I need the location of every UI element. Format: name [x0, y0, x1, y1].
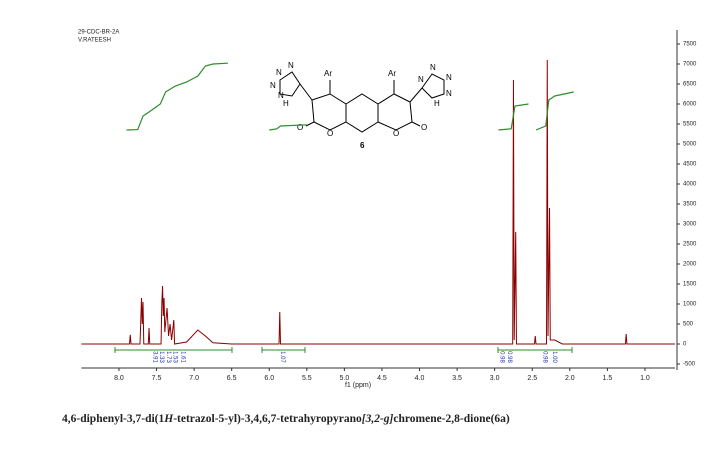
- atom-label: Ar: [324, 69, 332, 78]
- y-tick-label: 500: [683, 322, 694, 328]
- integral-label: 1.73: [165, 351, 171, 363]
- header-line: V.RATEESH: [78, 38, 111, 44]
- integral-label: 0.98: [506, 351, 512, 363]
- x-tick-label: 7.5: [152, 375, 162, 382]
- atom-label: N: [270, 81, 276, 90]
- y-tick-label: 2000: [683, 262, 697, 268]
- header-line: 29-CDC-BR-2A: [78, 30, 119, 36]
- y-tick-label: 6000: [683, 102, 697, 108]
- atom-label: N: [446, 89, 452, 98]
- atom-label: N: [288, 61, 294, 70]
- series-line: [269, 124, 307, 131]
- integral-label: 1.53: [172, 351, 178, 363]
- x-tick-label: 7.0: [189, 375, 199, 382]
- integration-brackets: [114, 347, 573, 353]
- y-tick-label: 3000: [683, 222, 697, 228]
- y-tick-label: -500: [683, 362, 696, 368]
- atom-label: O: [297, 123, 303, 132]
- y-tick-label: 1500: [683, 282, 697, 288]
- atom-label: N: [276, 68, 282, 77]
- y-tick-label: 4500: [683, 162, 697, 168]
- x-tick-label: 1.0: [640, 375, 650, 382]
- x-tick-label: 5.5: [302, 375, 312, 382]
- x-tick-label: 6.5: [227, 375, 237, 382]
- y-tick-label: 5500: [683, 122, 697, 128]
- atom-label: O: [421, 123, 427, 132]
- caption-part: [3,2-g]: [362, 413, 394, 425]
- x-tick-label: 3.0: [490, 375, 500, 382]
- atom-label: H: [283, 99, 289, 108]
- integral-label: 0.98: [499, 351, 505, 363]
- x-tick-label: 3.5: [452, 375, 462, 382]
- integral-label: 1.07: [279, 351, 285, 363]
- integral-label: 0.98: [541, 351, 547, 363]
- y-tick-label: 2500: [683, 242, 697, 248]
- y-tick-label: 7500: [683, 42, 697, 48]
- caption-part: -tetrazol-5-yl)-3,4,6,7-tetrahyropyrano: [173, 413, 362, 425]
- x-tick-label: 4.5: [377, 375, 387, 382]
- atom-label: O: [393, 129, 399, 138]
- atom-label: N: [418, 75, 424, 84]
- x-tick-label: 1.5: [603, 375, 613, 382]
- integral-label: 1.00: [551, 351, 557, 363]
- atom-label: H: [434, 99, 440, 108]
- y-tick-label: 7000: [683, 62, 697, 68]
- caption-part: H: [163, 413, 174, 425]
- x-axis-label: f1 (ppm): [345, 382, 371, 389]
- caption-part: chromene-2,8-dione(6a): [393, 413, 510, 425]
- y-tick-label: 0: [683, 342, 687, 348]
- integral-label: 1.61: [179, 351, 185, 363]
- structure: [279, 71, 445, 133]
- series-line: [535, 91, 574, 131]
- y-tick-label: 4000: [683, 182, 697, 188]
- compound-number: 6: [360, 141, 365, 150]
- y-tick-label: 5000: [683, 142, 697, 148]
- atom-label: Ar: [388, 69, 396, 78]
- x-tick-label: 4.0: [415, 375, 425, 382]
- series-line: [81, 59, 675, 345]
- x-tick-label: 2.0: [565, 375, 575, 382]
- series-line: [126, 62, 228, 131]
- series-line: [498, 103, 529, 131]
- atom-label: N: [446, 73, 452, 82]
- x-tick-label: 8.0: [114, 375, 124, 382]
- caption: 4,6-diphenyl-3,7-di(1H-tetrazol-5-yl)-3,…: [62, 413, 510, 425]
- x-tick-label: 5.0: [340, 375, 350, 382]
- atom-label: O: [327, 129, 333, 138]
- y-tick-label: 3500: [683, 202, 697, 208]
- integral-label: 1.33: [158, 351, 164, 363]
- atom-label: N: [430, 63, 436, 72]
- x-tick-label: 2.5: [527, 375, 537, 382]
- y-tick-label: 1000: [683, 302, 697, 308]
- caption-part: 4,6-diphenyl-3,7-di(1: [62, 413, 164, 425]
- y-tick-label: 6500: [683, 82, 697, 88]
- x-tick-label: 6.0: [264, 375, 274, 382]
- integral-label: 3.91: [151, 351, 157, 363]
- atom-label: N: [278, 91, 284, 100]
